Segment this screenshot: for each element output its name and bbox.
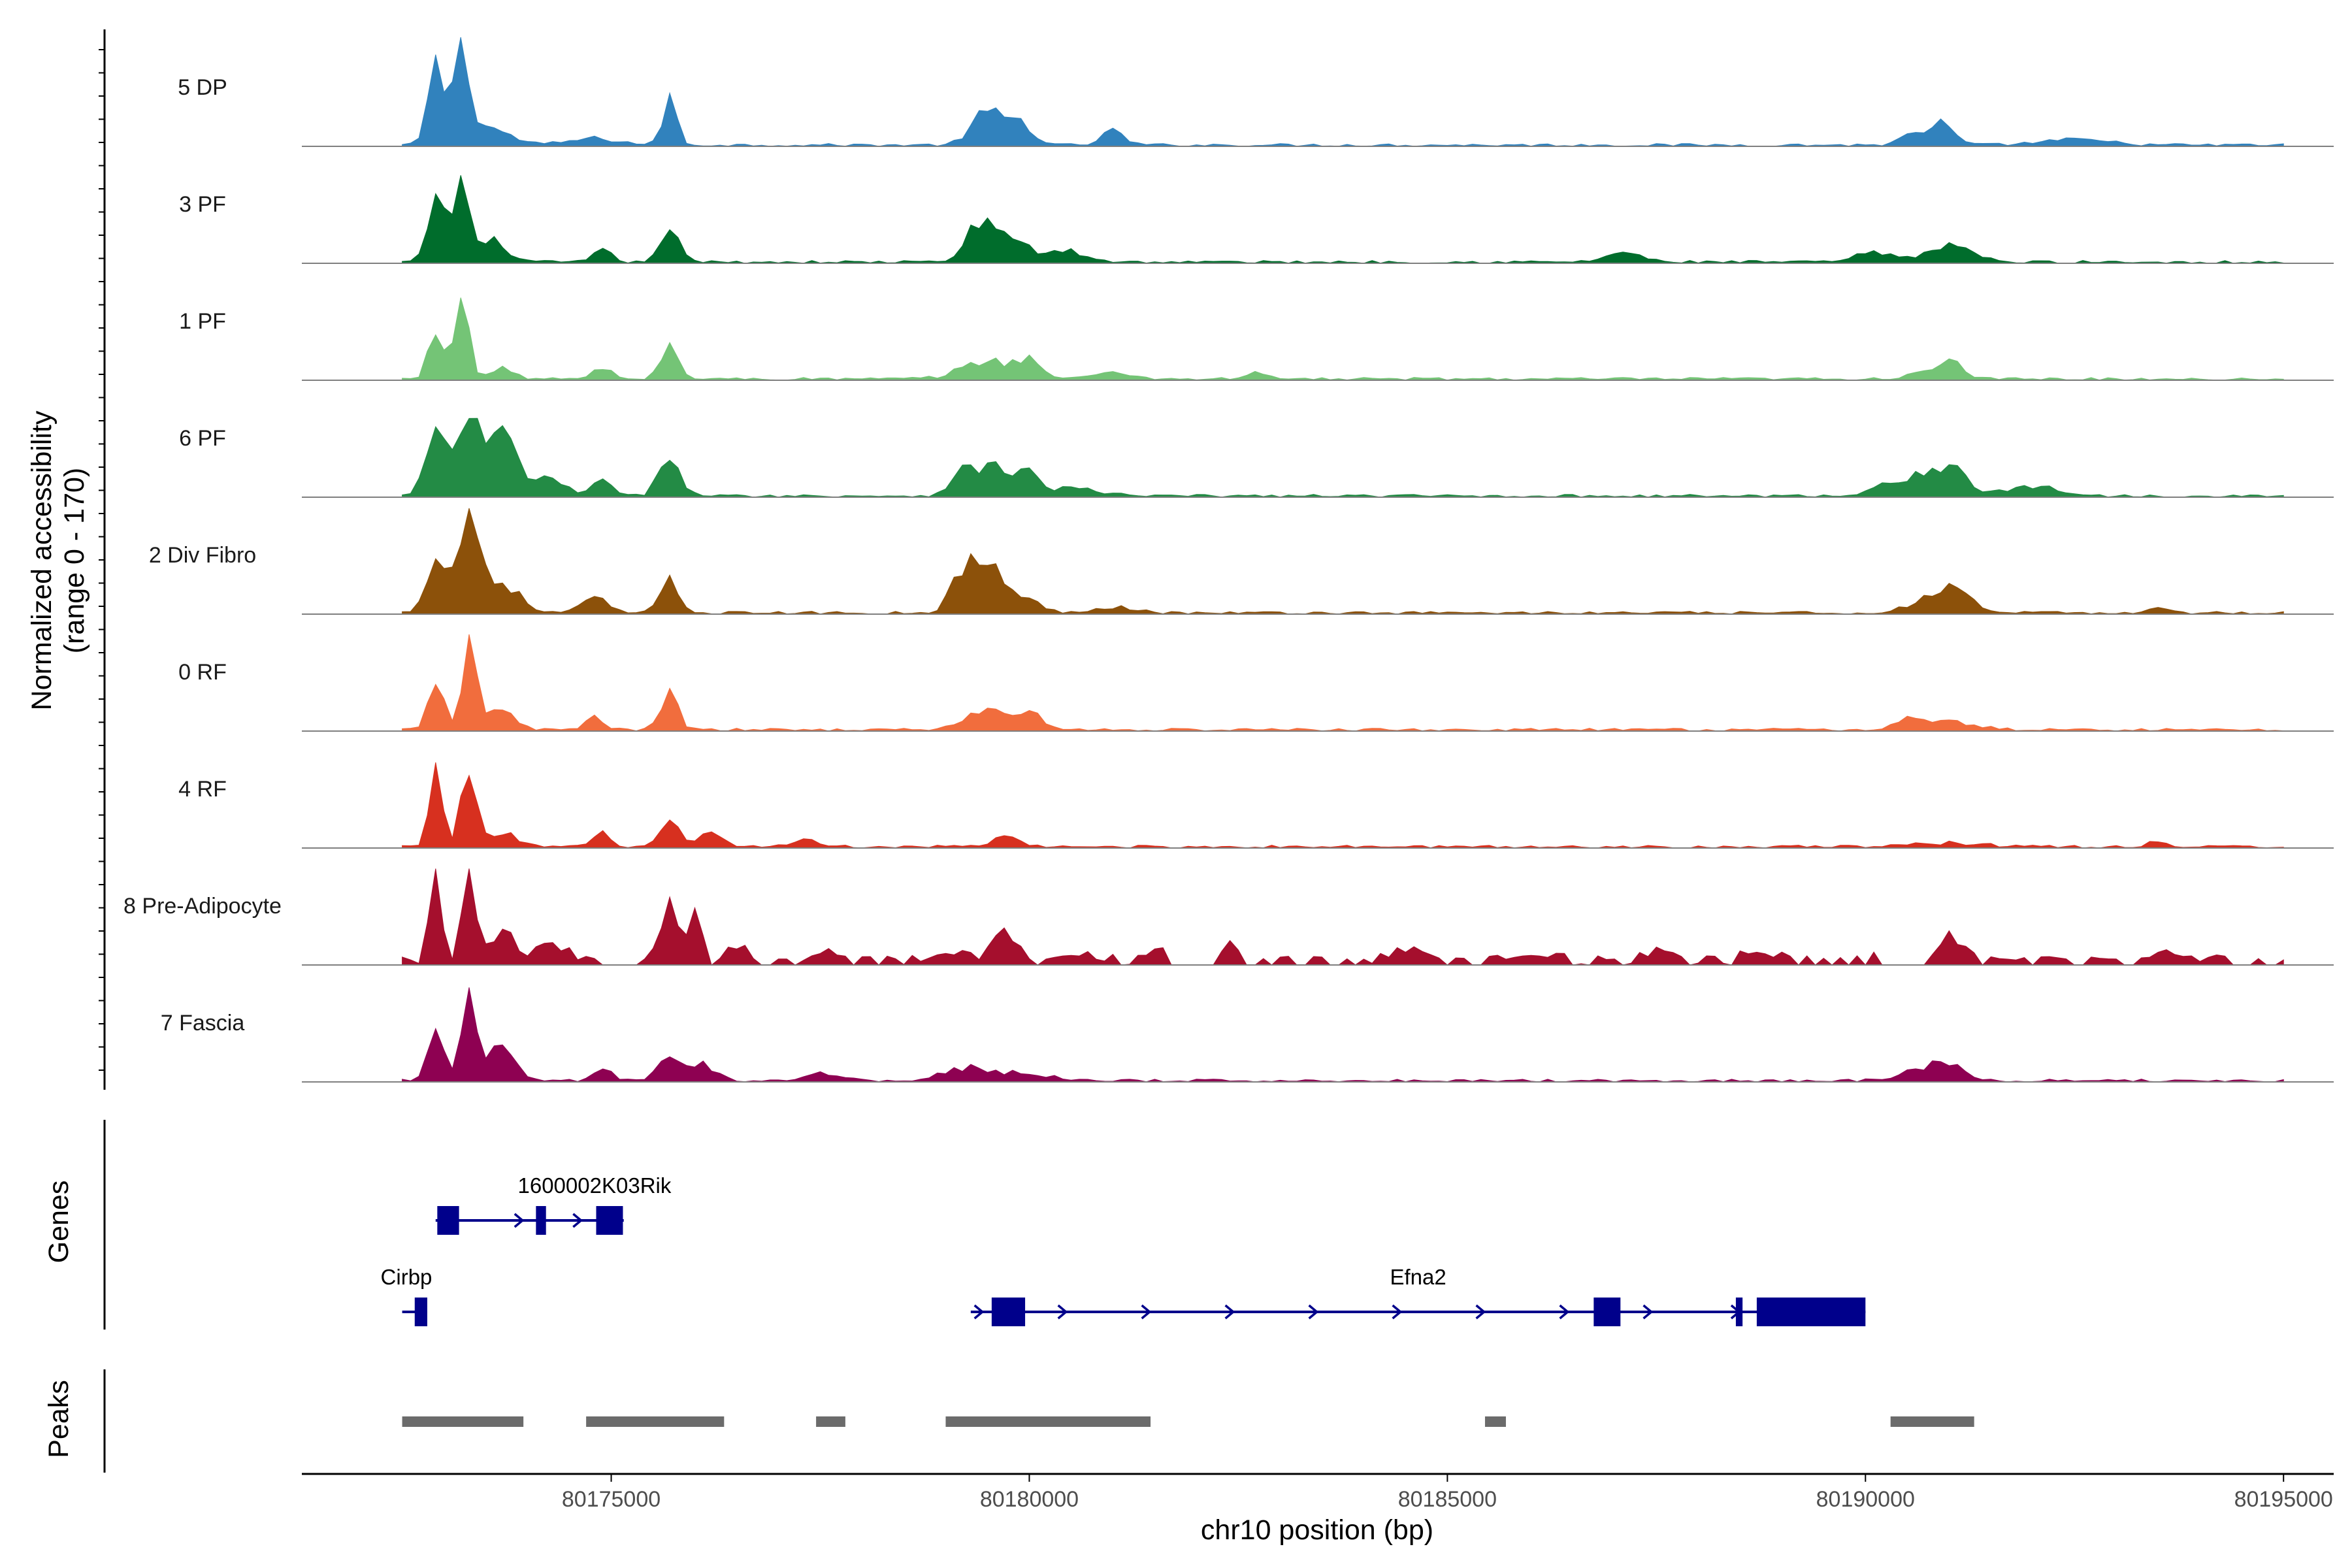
x-tick-label: 80175000 (562, 1487, 661, 1512)
y-axis-range-label: (range 0 - 170) (59, 468, 90, 653)
coverage-area (402, 987, 2284, 1083)
exon (437, 1206, 459, 1235)
exon (414, 1298, 427, 1326)
strand-arrow (1057, 1304, 1068, 1320)
track-4-rf: 4 RF (178, 762, 2334, 849)
axes: 80175000 80180000 80185000 80190000 80195000 (99, 29, 2334, 1512)
gene-1600002k03rik: 1600002K03Rik (435, 1173, 672, 1235)
gene-label: 1600002K03Rik (518, 1173, 672, 1198)
track-label: 2 Div Fibro (149, 543, 256, 568)
x-tick-label: 80185000 (1398, 1487, 1497, 1512)
x-tick-label: 80180000 (980, 1487, 1079, 1512)
peak-region (402, 1416, 524, 1427)
gene-annotations: 1600002K03Rik Cirbp Efna2 (381, 1173, 1866, 1326)
y-axis-title: Normalized accessibility (26, 410, 57, 710)
track-label: 3 PF (179, 192, 226, 217)
gene-efna2: Efna2 (970, 1265, 1866, 1326)
gene-label: Efna2 (1390, 1265, 1446, 1289)
track-label: 0 RF (178, 660, 227, 685)
x-tick-label: 80195000 (2234, 1487, 2333, 1512)
coverage-area (402, 297, 2284, 381)
gene-label: Cirbp (381, 1265, 433, 1289)
coverage-area (402, 175, 2284, 264)
track-6-pf: 6 PF (179, 417, 2334, 498)
exon (596, 1206, 623, 1235)
peak-region (586, 1416, 725, 1427)
track-3-pf: 3 PF (179, 175, 2334, 264)
track-2-div-fibro: 2 Div Fibro (149, 508, 2334, 615)
exon (536, 1206, 546, 1235)
track-label: 7 Fascia (161, 1011, 245, 1036)
strand-arrow (1141, 1304, 1152, 1320)
track-8-pre-adipocyte: 8 Pre-Adipocyte (123, 868, 2334, 966)
track-label: 6 PF (179, 426, 226, 451)
peaks-panel-title: Peaks (43, 1380, 74, 1458)
peak-region (945, 1416, 1151, 1427)
strand-arrow (1559, 1304, 1570, 1320)
track-label: 5 DP (178, 75, 227, 100)
coverage-area (402, 762, 2284, 849)
peak-region (1484, 1416, 1506, 1427)
track-1-pf: 1 PF (179, 297, 2334, 381)
coverage-area (402, 417, 2284, 498)
track-label: 8 Pre-Adipocyte (123, 894, 282, 919)
strand-arrow (514, 1213, 525, 1228)
track-label: 1 PF (179, 309, 226, 334)
coverage-area (402, 634, 2284, 732)
strand-arrow (973, 1304, 985, 1320)
x-axis-title: chr10 position (bp) (1201, 1514, 1433, 1546)
exon (1735, 1298, 1743, 1326)
x-tick-label: 80190000 (1816, 1487, 1915, 1512)
track-label: 4 RF (178, 777, 227, 802)
peak-region (816, 1416, 845, 1427)
strand-arrow (1642, 1304, 1654, 1320)
coverage-area (402, 508, 2284, 615)
strand-arrow (572, 1213, 583, 1228)
peak-regions (402, 1416, 1974, 1427)
track-0-rf: 0 RF (178, 634, 2334, 732)
genes-panel-title: Genes (43, 1181, 74, 1264)
exon (1756, 1298, 1866, 1326)
coverage-area (402, 37, 2284, 147)
coverage-tracks: 5 DP 3 PF 1 PF 6 PF 2 Div Fibro 0 RF 4 RF 8 Pre… (123, 37, 2334, 1083)
peak-region (1890, 1416, 1974, 1427)
gene-cirbp: Cirbp (381, 1265, 433, 1326)
exon (991, 1298, 1026, 1326)
track-7-fascia: 7 Fascia (161, 987, 2334, 1083)
strand-arrow (1308, 1304, 1319, 1320)
strand-arrow (1392, 1304, 1403, 1320)
strand-arrow (1224, 1304, 1235, 1320)
exon (1593, 1298, 1621, 1326)
track-5-dp: 5 DP (178, 37, 2334, 147)
strand-arrow (1475, 1304, 1486, 1320)
coverage-area (402, 868, 2284, 966)
